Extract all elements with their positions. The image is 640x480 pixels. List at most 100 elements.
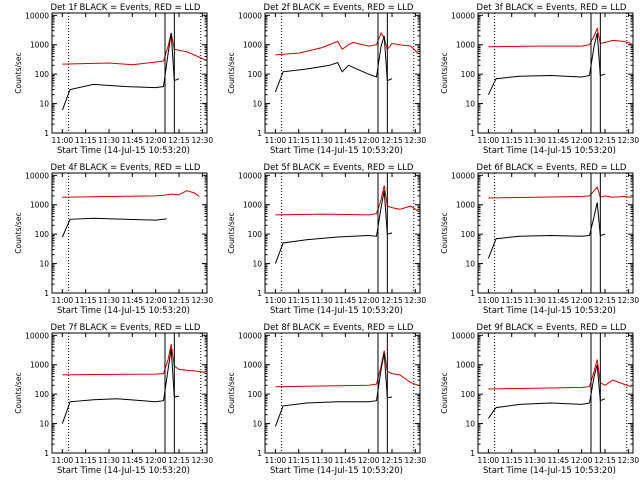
x-axis-label: Start Time (14-Jul-15 10:53:20) bbox=[483, 306, 616, 316]
x-tick-label: 11:45 bbox=[122, 296, 144, 305]
y-tick-label: 1000 bbox=[30, 41, 49, 50]
events-series-line bbox=[274, 190, 393, 264]
x-tick-label: 11:45 bbox=[335, 296, 357, 305]
x-axis-label: Start Time (14-Jul-15 10:53:20) bbox=[57, 466, 190, 476]
y-tick-label: 1 bbox=[470, 289, 475, 298]
y-tick-label: 10 bbox=[39, 420, 49, 429]
y-tick-label: 10 bbox=[465, 100, 475, 109]
chart-title: Det 3f BLACK = Events, RED = LLD bbox=[477, 3, 627, 13]
y-tick-label: 1000 bbox=[456, 361, 475, 370]
plot-frame bbox=[264, 172, 421, 294]
x-tick-label: 11:30 bbox=[524, 296, 546, 305]
x-tick-label: 11:15 bbox=[288, 296, 310, 305]
lld-series-line bbox=[488, 185, 632, 199]
y-tick-label: 1 bbox=[44, 289, 49, 298]
lld-series-line bbox=[488, 359, 632, 390]
events-series-line bbox=[487, 202, 606, 259]
y-tick-label: 1 bbox=[470, 449, 475, 458]
x-tick-label: 12:30 bbox=[618, 296, 640, 305]
x-tick-label: 12:00 bbox=[571, 136, 593, 145]
y-tick-label: 10 bbox=[252, 100, 262, 109]
x-tick-label: 11:15 bbox=[501, 136, 523, 145]
x-tick-label: 11:00 bbox=[478, 456, 500, 465]
chart-title: Det 5f BLACK = Events, RED = LLD bbox=[264, 163, 414, 173]
y-axis-label: Counts/sec bbox=[440, 372, 449, 413]
y-tick-label: 1 bbox=[257, 289, 262, 298]
x-tick-label: 12:15 bbox=[168, 136, 190, 145]
chart-title: Det 7f BLACK = Events, RED = LLD bbox=[51, 323, 201, 333]
x-tick-label: 12:30 bbox=[618, 456, 640, 465]
y-tick-label: 10000 bbox=[451, 171, 475, 180]
lld-series-line bbox=[275, 31, 419, 56]
x-tick-label: 11:30 bbox=[311, 456, 333, 465]
y-tick-label: 10000 bbox=[238, 171, 262, 180]
chart-title: Det 9f BLACK = Events, RED = LLD bbox=[477, 323, 627, 333]
y-tick-label: 1000 bbox=[243, 201, 262, 210]
x-tick-label: 11:00 bbox=[265, 456, 287, 465]
lld-series-line bbox=[62, 32, 206, 66]
x-tick-label: 11:00 bbox=[52, 296, 74, 305]
x-tick-label: 12:15 bbox=[594, 136, 616, 145]
x-tick-label: 12:30 bbox=[405, 456, 427, 465]
y-tick-label: 100 bbox=[248, 230, 263, 239]
x-tick-label: 11:15 bbox=[75, 136, 97, 145]
y-axis-label: Counts/sec bbox=[440, 52, 449, 93]
x-tick-label: 11:45 bbox=[335, 456, 357, 465]
y-tick-label: 1000 bbox=[456, 201, 475, 210]
y-tick-label: 10000 bbox=[25, 331, 49, 340]
x-tick-label: 12:00 bbox=[358, 136, 380, 145]
x-tick-label: 11:30 bbox=[524, 456, 546, 465]
y-axis-label: Counts/sec bbox=[14, 372, 23, 413]
events-series-line bbox=[274, 35, 393, 93]
x-tick-label: 12:15 bbox=[594, 456, 616, 465]
x-axis-label: Start Time (14-Jul-15 10:53:20) bbox=[57, 146, 190, 156]
x-tick-label: 12:15 bbox=[381, 296, 403, 305]
x-tick-label: 11:45 bbox=[122, 136, 144, 145]
x-tick-label: 12:30 bbox=[618, 136, 640, 145]
plot-frame bbox=[264, 12, 421, 134]
x-tick-label: 11:15 bbox=[75, 296, 97, 305]
x-tick-label: 12:00 bbox=[571, 456, 593, 465]
chart-title: Det 4f BLACK = Events, RED = LLD bbox=[51, 163, 201, 173]
x-tick-label: 12:30 bbox=[405, 136, 427, 145]
x-tick-label: 12:15 bbox=[381, 136, 403, 145]
events-series-line bbox=[487, 364, 606, 419]
x-tick-label: 11:15 bbox=[501, 296, 523, 305]
chart-title: Det 8f BLACK = Events, RED = LLD bbox=[264, 323, 414, 333]
y-axis-label: Counts/sec bbox=[227, 372, 236, 413]
x-tick-label: 11:00 bbox=[478, 296, 500, 305]
y-tick-label: 1 bbox=[470, 129, 475, 138]
lld-series-line bbox=[275, 185, 419, 216]
y-axis-label: Counts/sec bbox=[227, 212, 236, 253]
lld-series-line bbox=[62, 344, 206, 376]
x-axis-label: Start Time (14-Jul-15 10:53:20) bbox=[270, 146, 403, 156]
y-tick-label: 10 bbox=[39, 100, 49, 109]
x-tick-label: 12:30 bbox=[192, 456, 214, 465]
y-tick-label: 10 bbox=[39, 260, 49, 269]
x-tick-label: 11:15 bbox=[501, 456, 523, 465]
x-tick-label: 11:00 bbox=[52, 136, 74, 145]
y-tick-label: 1 bbox=[257, 129, 262, 138]
plot-frame bbox=[477, 172, 634, 294]
lld-series-line bbox=[275, 350, 419, 388]
x-axis-label: Start Time (14-Jul-15 10:53:20) bbox=[483, 146, 616, 156]
y-axis-label: Counts/sec bbox=[14, 212, 23, 253]
y-tick-label: 100 bbox=[35, 390, 50, 399]
x-tick-label: 11:45 bbox=[122, 456, 144, 465]
lld-series-line bbox=[488, 27, 632, 48]
chart-title: Det 6f BLACK = Events, RED = LLD bbox=[477, 163, 627, 173]
y-tick-label: 1000 bbox=[243, 361, 262, 370]
y-tick-label: 1 bbox=[44, 129, 49, 138]
x-axis-label: Start Time (14-Jul-15 10:53:20) bbox=[270, 466, 403, 476]
y-axis-label: Counts/sec bbox=[440, 212, 449, 253]
y-tick-label: 100 bbox=[248, 390, 263, 399]
y-tick-label: 1000 bbox=[456, 41, 475, 50]
chart-panel: Det 7f BLACK = Events, RED = LLD 11:00 11:… bbox=[14, 323, 213, 476]
x-tick-label: 11:45 bbox=[548, 456, 570, 465]
x-tick-label: 11:00 bbox=[52, 456, 74, 465]
x-tick-label: 11:30 bbox=[98, 296, 120, 305]
